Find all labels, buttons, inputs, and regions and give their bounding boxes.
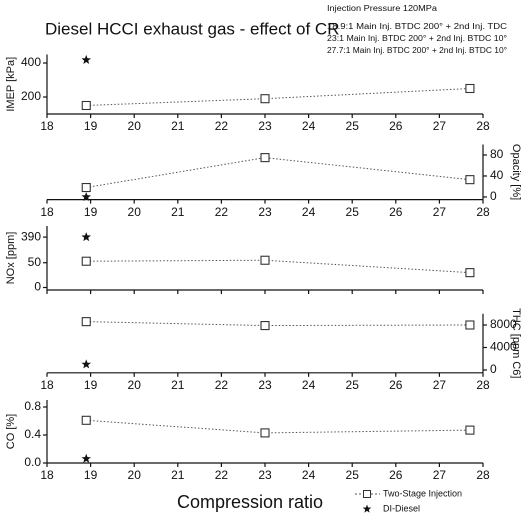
y-tick-label: 0: [34, 280, 41, 294]
series-line: [86, 157, 470, 189]
x-tick-label: 20: [128, 119, 142, 133]
x-tick-label: 21: [171, 378, 185, 392]
chart-title: Diesel HCCI exhaust gas - effect of CR: [45, 19, 339, 38]
square-marker: [260, 428, 270, 438]
x-tick-label: 24: [302, 205, 316, 219]
x-tick-label: 23: [258, 205, 272, 219]
x-tick-label: 23: [258, 468, 272, 482]
x-tick-label: 20: [128, 378, 142, 392]
x-tick-label: 27: [433, 119, 447, 133]
y-tick-label: 50: [28, 255, 42, 269]
square-marker: [465, 268, 475, 278]
legend-label: Two-Stage Injection: [383, 488, 462, 498]
square-marker: [465, 320, 475, 330]
x-tick-label: 28: [476, 119, 490, 133]
x-tick-label: 21: [171, 205, 185, 219]
star-marker: [81, 54, 91, 64]
y-axis-label: NOx [ppm]: [5, 232, 17, 285]
y-tick-label: 0.4: [24, 427, 41, 441]
y-axis-label: THC [ppm C6]: [510, 308, 522, 378]
square-marker: [81, 100, 91, 111]
annotation: 23:1 Main Inj. BTDC 200° + 2nd Inj. BTDC…: [327, 34, 507, 43]
y-tick-label: 8000: [490, 317, 517, 331]
y-axis-label: CO [%]: [5, 414, 17, 449]
y-tick-label: 400: [21, 55, 41, 69]
series-line: [86, 419, 470, 434]
square-marker: [465, 83, 475, 94]
x-tick-label: 26: [389, 378, 403, 392]
x-tick-label: 20: [128, 468, 142, 482]
star-marker: [81, 192, 91, 201]
square-marker: [260, 321, 270, 331]
x-tick-label: 25: [346, 468, 360, 482]
annotation: 18.9:1 Main Inj. BTDC 200° + 2nd Inj. TD…: [327, 22, 507, 31]
square-marker: [465, 175, 475, 185]
y-tick-label: 0.0: [24, 455, 41, 469]
x-tick-label: 26: [389, 205, 403, 219]
x-tick-label: 19: [84, 378, 98, 392]
y-tick-label: 0: [490, 189, 497, 203]
x-tick-label: 18: [40, 378, 54, 392]
square-marker: [81, 317, 91, 327]
square-marker: [260, 255, 270, 265]
x-tick-label: 19: [84, 205, 98, 219]
x-tick-label: 19: [84, 468, 98, 482]
square-marker: [81, 256, 91, 266]
x-tick-label: 18: [40, 119, 54, 133]
x-tick-label: 27: [433, 468, 447, 482]
x-tick-label: 27: [433, 205, 447, 219]
y-tick-label: 390: [21, 229, 41, 243]
x-tick-label: 25: [346, 119, 360, 133]
x-tick-label: 28: [476, 468, 490, 482]
x-tick-label: 28: [476, 378, 490, 392]
annotation: Injection Pressure 120MPa: [327, 4, 438, 13]
y-tick-label: 0.8: [24, 399, 41, 413]
star-marker: [81, 453, 91, 463]
x-tick-label: 25: [346, 378, 360, 392]
x-tick-label: 21: [171, 119, 185, 133]
y-tick-label: 0: [490, 362, 497, 376]
x-tick-label: 24: [302, 378, 316, 392]
square-marker: [81, 415, 91, 425]
x-tick-label: 23: [258, 378, 272, 392]
x-tick-label: 28: [476, 205, 490, 219]
y-tick-label: 200: [21, 89, 41, 103]
square-marker: [260, 94, 270, 104]
square-marker: [465, 425, 475, 435]
annotation: 27.7:1 Main Inj. BTDC 200° + 2nd Inj. BT…: [327, 46, 507, 55]
x-tick-label: 22: [215, 468, 229, 482]
x-tick-label: 20: [128, 205, 142, 219]
x-tick-label: 18: [40, 205, 54, 219]
star-marker: [81, 359, 91, 369]
x-tick-label: 26: [389, 468, 403, 482]
x-tick-label: 26: [389, 119, 403, 133]
series-line: [86, 321, 470, 327]
legend-label: DI-Diesel: [383, 503, 420, 513]
series-line: [86, 259, 470, 274]
x-axis-label: Compression ratio: [177, 492, 323, 512]
x-tick-label: 23: [258, 119, 272, 133]
legend-marker: [363, 490, 371, 498]
x-tick-label: 19: [84, 119, 98, 133]
x-tick-label: 18: [40, 468, 54, 482]
y-tick-label: 80: [490, 147, 504, 161]
y-tick-label: 40: [490, 168, 504, 182]
x-tick-label: 22: [215, 205, 229, 219]
legend-marker: [362, 504, 372, 513]
square-marker: [81, 182, 91, 193]
x-tick-label: 24: [302, 468, 316, 482]
x-tick-label: 21: [171, 468, 185, 482]
y-axis-label: Opacity [%]: [510, 144, 522, 200]
x-tick-label: 27: [433, 378, 447, 392]
x-tick-label: 24: [302, 119, 316, 133]
star-marker: [81, 232, 91, 242]
x-tick-label: 22: [215, 378, 229, 392]
x-tick-label: 25: [346, 205, 360, 219]
x-tick-label: 22: [215, 119, 229, 133]
square-marker: [260, 153, 270, 163]
series-line: [86, 88, 470, 106]
y-tick-label: 4000: [490, 340, 517, 354]
y-axis-label: IMEP [kPa]: [5, 57, 17, 112]
